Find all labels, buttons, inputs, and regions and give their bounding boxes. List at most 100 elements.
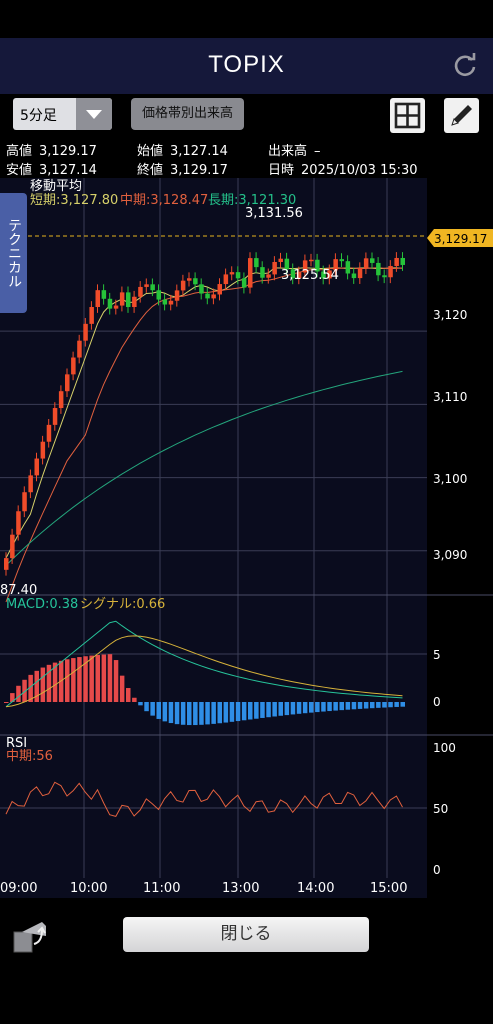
y-tick-label: 3,120 [433,308,467,322]
axis-background [427,178,493,898]
candle [16,511,21,535]
datetime-info: 日時 2025/10/03 15:30 [268,163,418,178]
macd-bar [150,702,155,716]
candle [321,271,326,279]
macd-bar [241,702,247,721]
candle [180,280,186,291]
candle [113,305,119,309]
signal-line [5,635,403,708]
rotate-screen-icon[interactable] [12,918,48,954]
candle [229,272,235,275]
candle [138,286,143,297]
macd-bar [168,702,174,724]
ma-legend-short: 短期:3,127.80 [30,193,118,208]
candle [339,259,344,262]
candle [388,265,393,278]
ma-long-line [5,370,403,566]
candle [223,274,229,285]
rsi-mid-label: 中期:56 [6,749,53,764]
candle [357,268,363,279]
rsi-line [5,781,403,817]
macd-bar [394,702,399,707]
candle [22,492,27,512]
x-tick-label: 10:00 [70,881,107,896]
rsi-tick-label: 50 [433,802,448,816]
draw-button[interactable] [444,98,479,133]
candle [302,260,308,273]
stock-chart[interactable]: 3,129.17 移動平均 短期:3,127.80 中期:3,128.47 長期… [0,178,493,898]
macd-bar [260,702,265,718]
candle [89,307,94,324]
candle [345,261,351,274]
macd-bar [174,702,180,725]
candle [217,284,222,295]
candle [162,299,168,305]
macd-bar [296,702,302,714]
refresh-icon[interactable] [451,52,479,80]
macd-bar [16,685,21,702]
pencil-icon [451,105,472,126]
candle [241,278,247,288]
candle [211,294,216,299]
candle [52,408,58,425]
macd-bar [333,702,338,711]
candle [254,258,259,268]
app-header: TOPIX [0,38,493,95]
macd-bar [248,702,253,720]
macd-bar [156,702,161,719]
candle [327,270,332,279]
macd-bar [302,702,308,714]
macd-bar [40,667,46,702]
candle [199,284,204,294]
macd-bar [46,664,52,702]
macd-bar [4,702,9,703]
min-annotation: 87.40 [0,583,37,598]
macd-label: MACD:0.38 [6,597,78,612]
candle [278,258,283,262]
candle [296,272,302,279]
candle [95,290,100,308]
close-button[interactable]: 閉じる [123,917,369,952]
chevron-down-icon [76,98,112,130]
candle [394,257,399,266]
candle [174,290,180,301]
macd-bar [126,688,131,702]
macd-bar [162,702,168,722]
macd-bar [83,656,88,702]
candle [260,267,265,278]
macd-tick-label: 0 [433,695,441,709]
macd-bar [223,702,229,723]
ma-legend-mid: 中期:3,128.47 [120,193,208,208]
candle [28,475,33,493]
candle [266,274,271,278]
macd-bar [382,702,387,708]
macd-bar [101,654,107,702]
layout-grid-button[interactable] [390,98,425,133]
candle [77,340,82,358]
macd-bar [357,702,363,709]
candle [333,259,338,271]
candle [382,275,387,278]
candle [83,323,88,341]
candle [132,296,137,308]
macd-bar [187,702,192,726]
macd-bar [309,702,314,713]
technical-tab[interactable]: テクニカル [0,193,27,313]
macd-tick-label: 5 [433,648,441,662]
candles [4,252,405,576]
x-tick-label: 11:00 [143,881,180,896]
macd-line [5,620,403,708]
chart-grid [0,178,493,878]
candle [351,273,357,279]
interval-select[interactable]: 5分足 [13,98,112,130]
rsi-tick-label: 100 [433,741,456,755]
macd-bar [345,702,351,710]
candle [144,284,149,287]
y-tick-label: 3,110 [433,390,467,404]
macd-bar [180,702,186,725]
candle [370,258,375,263]
macd-bar [77,657,82,702]
volume-profile-button[interactable]: 価格帯別出来高 [131,98,244,130]
page-title: TOPIX [208,51,285,78]
macd-bar [119,675,125,702]
